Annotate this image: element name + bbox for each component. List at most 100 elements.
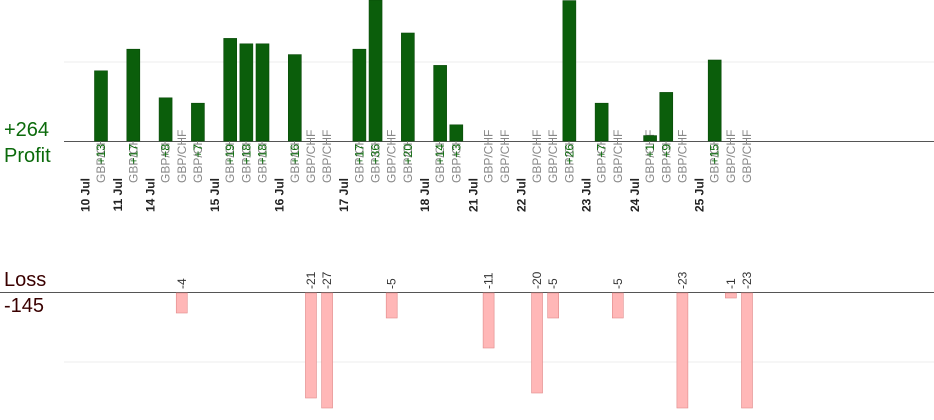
loss-value-label: -4 bbox=[175, 278, 189, 289]
symbol-label: GBP/CHF bbox=[401, 130, 415, 183]
symbol-label: GBP/CHF bbox=[659, 130, 673, 183]
symbol-label: GBP/CHF bbox=[352, 130, 366, 183]
loss-label: Loss bbox=[4, 269, 47, 291]
symbol-label: GBP/CHF bbox=[94, 130, 108, 183]
loss-value-label: -20 bbox=[530, 271, 544, 289]
profit-value-label: +17 bbox=[352, 144, 366, 165]
profit-value-label: +18 bbox=[239, 144, 253, 165]
date-label: 18 Jul bbox=[418, 178, 432, 212]
profit-bar bbox=[191, 102, 205, 142]
symbol-label: GBP/CHF bbox=[708, 130, 722, 183]
profit-bar bbox=[239, 43, 254, 142]
symbol-label: GBP/CHF bbox=[546, 130, 560, 183]
date-label: 23 Jul bbox=[579, 178, 593, 212]
loss-value-label: -11 bbox=[482, 272, 496, 289]
profit-value-label: +15 bbox=[708, 144, 722, 165]
symbol-label: GBP/CHF bbox=[530, 130, 544, 183]
date-label: 21 Jul bbox=[466, 178, 480, 212]
date-label: 15 Jul bbox=[208, 178, 222, 212]
loss-value-label: -27 bbox=[320, 271, 334, 289]
loss-bar bbox=[531, 292, 543, 394]
profit-bar bbox=[707, 59, 722, 142]
symbol-label: GBP/CHF bbox=[256, 130, 270, 183]
loss-bar bbox=[676, 292, 689, 409]
date-label: 24 Jul bbox=[628, 178, 642, 212]
date-label: 10 Jul bbox=[79, 178, 93, 212]
symbol-label: GBP/CHF bbox=[191, 130, 205, 183]
profit-bar bbox=[255, 43, 270, 142]
symbol-label: GBP/CHF bbox=[369, 130, 383, 183]
profit-bar bbox=[368, 0, 383, 142]
profit-bar bbox=[643, 135, 657, 142]
loss-value-label: -5 bbox=[546, 278, 560, 289]
symbol-label: GBP/CHF bbox=[724, 130, 738, 183]
profit-value-label: +16 bbox=[288, 144, 302, 165]
profit-bar bbox=[94, 70, 108, 142]
profit-bar bbox=[433, 65, 447, 142]
profit-value-label: +7 bbox=[595, 144, 609, 158]
loss-total: -145 bbox=[4, 295, 45, 317]
profit-value-label: +9 bbox=[659, 144, 673, 158]
loss-bar bbox=[741, 292, 753, 409]
loss-bar bbox=[305, 292, 317, 399]
loss-value-label: -5 bbox=[385, 278, 399, 289]
profit-value-label: +1 bbox=[643, 144, 657, 158]
profit-label: Profit bbox=[4, 145, 51, 167]
profit-value-label: +19 bbox=[223, 144, 237, 165]
profit-bar bbox=[562, 0, 577, 142]
profit-bar bbox=[287, 54, 302, 142]
profit-bar bbox=[401, 32, 415, 142]
profit-value-label: +36 bbox=[369, 144, 383, 165]
profit-bar bbox=[449, 124, 464, 142]
symbol-label: GBP/CHF bbox=[643, 130, 657, 183]
symbol-label: GBP/CHF bbox=[239, 130, 253, 183]
profit-value-label: +14 bbox=[433, 144, 447, 165]
loss-bar bbox=[611, 292, 624, 319]
symbol-label: GBP/CHF bbox=[562, 130, 576, 183]
profit-value-label: +26 bbox=[562, 144, 576, 165]
loss-value-label: -23 bbox=[740, 271, 754, 289]
symbol-label: GBP/CHF bbox=[675, 130, 689, 183]
symbol-label: GBP/CHF bbox=[740, 130, 754, 183]
loss-bar bbox=[725, 292, 737, 299]
profit-value-label: +7 bbox=[191, 144, 205, 158]
profit-value-label: +20 bbox=[401, 144, 415, 165]
profit-value-label: +18 bbox=[256, 144, 270, 165]
symbol-label: GBP/CHF bbox=[223, 130, 237, 183]
profit-bar bbox=[594, 102, 609, 142]
loss-bar bbox=[321, 292, 333, 409]
symbol-label: GBP/CHF bbox=[433, 130, 447, 183]
loss-value-label: -21 bbox=[304, 271, 318, 289]
symbol-label: GBP/CHF bbox=[482, 130, 496, 183]
profit-bar bbox=[126, 48, 141, 142]
symbol-label: GBP/CHF bbox=[304, 130, 318, 183]
symbol-label: GBP/CHF bbox=[595, 130, 609, 183]
profit-value-label: +3 bbox=[449, 144, 463, 158]
loss-bar bbox=[547, 292, 560, 319]
date-label: 17 Jul bbox=[337, 178, 351, 212]
loss-value-label: -5 bbox=[611, 278, 625, 289]
profit-value-label: +13 bbox=[94, 144, 108, 165]
loss-bar bbox=[482, 292, 495, 349]
date-label: 11 Jul bbox=[111, 178, 125, 211]
date-label: 16 Jul bbox=[272, 178, 286, 212]
loss-value-label: -23 bbox=[675, 271, 689, 289]
profit-bar bbox=[352, 48, 367, 142]
loss-bar bbox=[385, 292, 398, 319]
profit-bar bbox=[223, 38, 237, 142]
profit-value-label: +17 bbox=[126, 144, 140, 165]
symbol-label: GBP/CHF bbox=[449, 130, 463, 183]
symbol-label: GBP/CHF bbox=[175, 130, 189, 183]
symbol-label: GBP/CHF bbox=[126, 130, 140, 183]
date-label: 14 Jul bbox=[143, 178, 157, 212]
date-label: 25 Jul bbox=[692, 178, 706, 212]
symbol-label: GBP/CHF bbox=[320, 130, 334, 183]
symbol-label: GBP/CHF bbox=[288, 130, 302, 183]
symbol-label: GBP/CHF bbox=[159, 130, 173, 183]
loss-value-label: -1 bbox=[724, 278, 738, 289]
loss-bar bbox=[175, 292, 188, 314]
symbol-label: GBP/CHF bbox=[611, 130, 625, 183]
date-label: 22 Jul bbox=[515, 178, 529, 212]
profit-value-label: +8 bbox=[159, 144, 173, 158]
